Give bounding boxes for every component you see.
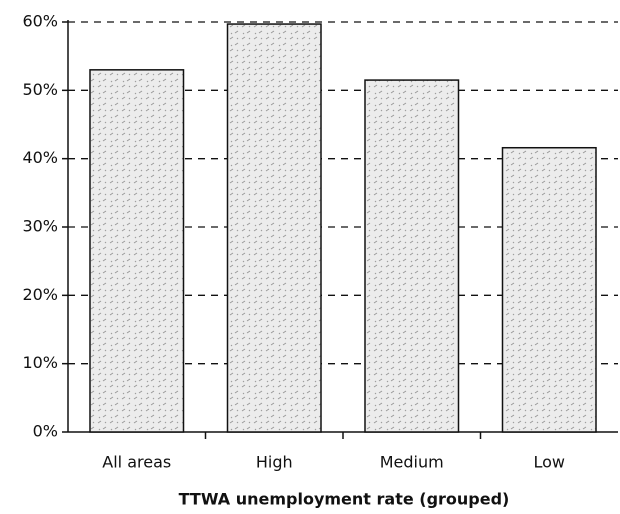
y-tick-label: 60% bbox=[22, 12, 58, 31]
x-axis-label: TTWA unemployment rate (grouped) bbox=[179, 490, 510, 509]
y-tick-label: 40% bbox=[22, 148, 58, 167]
bar bbox=[89, 69, 185, 433]
x-tick-label: High bbox=[256, 453, 293, 472]
bar bbox=[364, 79, 460, 433]
bar bbox=[226, 23, 322, 433]
y-tick-label: 20% bbox=[22, 285, 58, 304]
x-tick-label: Low bbox=[533, 453, 565, 472]
bar bbox=[501, 146, 597, 433]
y-tick-label: 10% bbox=[22, 353, 58, 372]
y-tick-label: 0% bbox=[33, 422, 58, 441]
x-tick-label: All areas bbox=[102, 453, 171, 472]
y-tick-label: 50% bbox=[22, 80, 58, 99]
y-tick-label: 30% bbox=[22, 217, 58, 236]
x-tick-label: Medium bbox=[380, 453, 444, 472]
